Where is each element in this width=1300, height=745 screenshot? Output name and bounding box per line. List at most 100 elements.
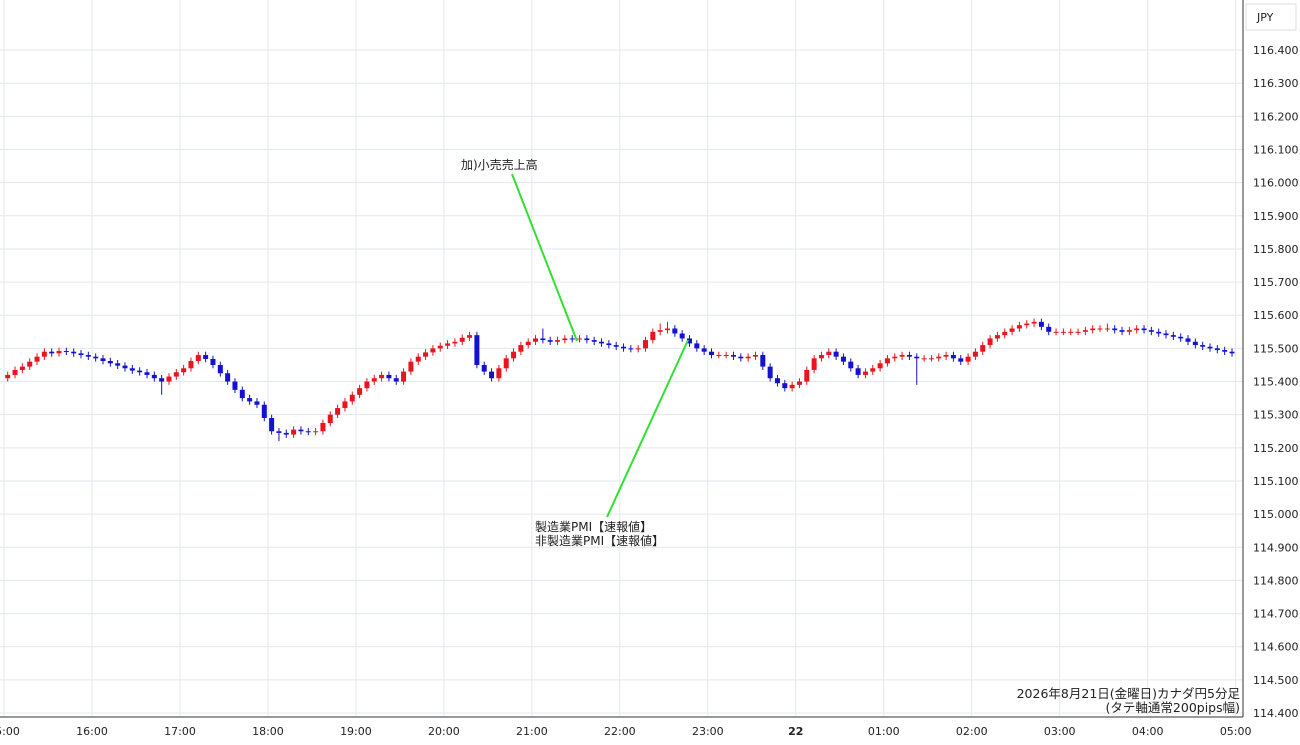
- y-tick-label: 115.100: [1253, 475, 1299, 488]
- candle-body: [159, 378, 165, 382]
- candle-body: [71, 351, 77, 354]
- candle-body: [936, 356, 942, 359]
- candle-body: [335, 408, 341, 415]
- candle-body: [606, 343, 612, 346]
- candle-body: [1024, 323, 1030, 326]
- candle-body: [555, 340, 561, 342]
- candle-body: [599, 341, 605, 344]
- candle-body: [115, 363, 121, 366]
- candle-body: [459, 337, 465, 342]
- x-tick-label: 02:00: [956, 725, 988, 738]
- y-tick-label: 114.500: [1253, 674, 1299, 687]
- candle-body: [313, 431, 319, 433]
- y-tick-label: 114.800: [1253, 574, 1299, 587]
- candle-body: [1002, 331, 1008, 336]
- candle-body: [401, 371, 407, 382]
- candle-body: [980, 345, 986, 352]
- candle-body: [818, 355, 824, 359]
- candle-body: [752, 355, 758, 357]
- candle-body: [254, 401, 260, 405]
- candle-body: [137, 370, 143, 373]
- x-tick-label: 22:00: [604, 725, 636, 738]
- candle-body: [1082, 330, 1088, 332]
- candle-body: [730, 355, 736, 357]
- candle-body: [950, 355, 956, 359]
- candle-body: [386, 374, 392, 379]
- candle-body: [906, 355, 912, 357]
- candle-body: [569, 338, 575, 340]
- candle-body: [1112, 328, 1118, 331]
- candle-body: [511, 351, 517, 359]
- y-tick-label: 115.900: [1253, 210, 1299, 223]
- candle-body: [716, 355, 722, 357]
- candle-body: [78, 353, 84, 356]
- candle-body: [423, 352, 429, 357]
- candle-body: [357, 388, 363, 395]
- x-tick-label: 15:00: [0, 725, 20, 738]
- candle-body: [665, 328, 671, 331]
- y-tick-label: 116.300: [1253, 77, 1299, 90]
- candle-body: [628, 348, 634, 350]
- candle-body: [371, 378, 377, 382]
- candle-body: [643, 340, 649, 349]
- candle-body: [1207, 346, 1213, 349]
- candle-body: [1163, 333, 1169, 336]
- candle-body: [533, 338, 539, 342]
- candle-body: [327, 414, 333, 423]
- x-tick-label: 20:00: [428, 725, 460, 738]
- candle-body: [840, 356, 846, 362]
- candle-body: [774, 378, 780, 384]
- candle-body: [496, 368, 502, 379]
- candle-body: [188, 360, 194, 369]
- candle-body: [445, 343, 451, 346]
- candle-body: [474, 335, 480, 365]
- candle-body: [63, 351, 69, 353]
- candle-body: [1134, 328, 1140, 331]
- y-tick-label: 115.500: [1253, 342, 1299, 355]
- y-tick-label: 114.600: [1253, 641, 1299, 654]
- y-tick-label: 114.400: [1253, 707, 1299, 720]
- candle-body: [320, 422, 326, 432]
- candle-body: [914, 356, 920, 359]
- y-tick-label: 116.200: [1253, 110, 1299, 123]
- candle-body: [56, 351, 62, 354]
- candle-body: [899, 355, 905, 357]
- candle-body: [1075, 331, 1081, 333]
- candle-body: [1156, 331, 1162, 334]
- caption: 2026年8月21日(金曜日)カナダ円5分足: [1017, 686, 1241, 701]
- candle-body: [1119, 330, 1125, 332]
- candle-body: [1141, 328, 1147, 331]
- candle-body: [34, 356, 40, 362]
- candle-body: [577, 338, 583, 340]
- x-tick-label: 18:00: [252, 725, 284, 738]
- candle-body: [686, 338, 692, 344]
- candle-body: [1104, 328, 1110, 330]
- candle-body: [833, 351, 839, 357]
- y-tick-label: 115.300: [1253, 409, 1299, 422]
- candle-body: [848, 361, 854, 369]
- candle-body: [1060, 331, 1066, 333]
- candle-body: [85, 355, 91, 357]
- candle-body: [708, 351, 714, 356]
- x-tick-label: 16:00: [76, 725, 108, 738]
- candle-body: [1046, 326, 1052, 332]
- candle-body: [811, 358, 817, 370]
- candle-body: [269, 418, 275, 432]
- candle-body: [12, 369, 18, 375]
- candle-body: [247, 398, 253, 402]
- candle-body: [972, 351, 978, 357]
- candle-body: [151, 374, 157, 379]
- currency-label: JPY: [1256, 11, 1274, 24]
- candle-body: [892, 356, 898, 359]
- annotation-line: [511, 173, 578, 342]
- candle-body: [503, 358, 509, 369]
- candle-body: [430, 348, 436, 353]
- candle-body: [525, 341, 531, 346]
- candle-body: [291, 429, 297, 435]
- y-tick-label: 115.600: [1253, 309, 1299, 322]
- y-tick-label: 115.400: [1253, 376, 1299, 389]
- y-tick-label: 116.100: [1253, 143, 1299, 156]
- candle-body: [393, 378, 399, 382]
- candle-body: [1148, 330, 1154, 332]
- candle-body: [862, 371, 868, 375]
